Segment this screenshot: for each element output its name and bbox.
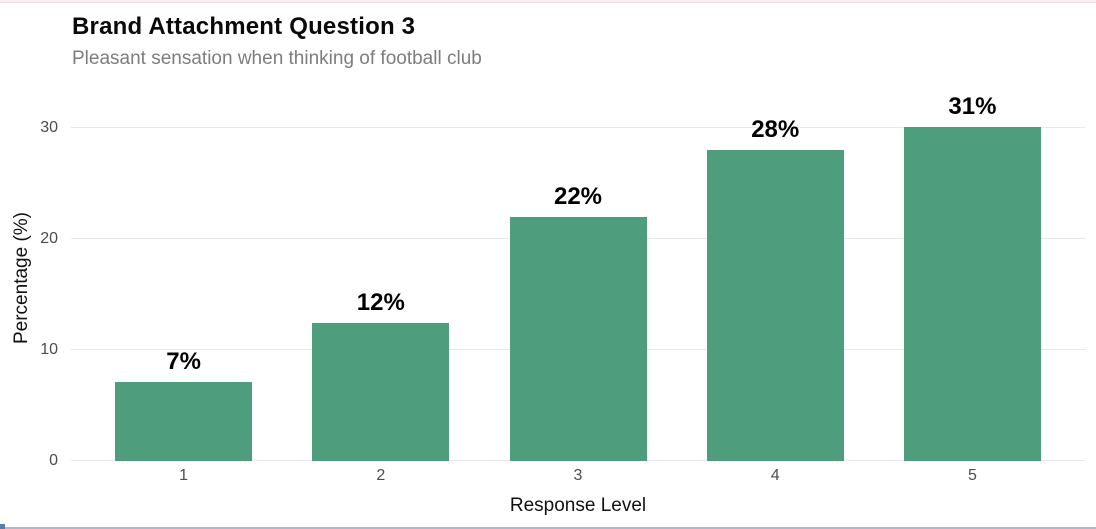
x-tick-label-3: 3 bbox=[573, 467, 583, 484]
gridline-y30 bbox=[71, 127, 1085, 128]
bar-response-4 bbox=[706, 150, 844, 461]
x-tick-label-4: 4 bbox=[770, 467, 780, 484]
bar-value-label-5: 31% bbox=[948, 93, 997, 120]
bar-slot-2: 12% bbox=[282, 95, 479, 461]
bottom-window-edge bbox=[0, 527, 1096, 529]
bar-slot-4: 28% bbox=[677, 95, 874, 461]
bar-response-5 bbox=[903, 127, 1041, 461]
bar-value-label-2: 12% bbox=[356, 289, 405, 317]
plot-area: 7% 12% 22% 28% 31% bbox=[71, 95, 1085, 461]
y-axis-tick-labels: 0 10 20 30 bbox=[0, 95, 58, 469]
bar-slot-1: 7% bbox=[85, 95, 282, 461]
x-tick-label-2: 2 bbox=[376, 467, 386, 484]
y-tick-label-10: 10 bbox=[40, 341, 58, 358]
chart-title: Brand Attachment Question 3 bbox=[72, 13, 416, 40]
x-axis-tick-labels: 1 2 3 4 5 bbox=[71, 467, 1085, 485]
y-tick-label-30: 30 bbox=[40, 119, 58, 136]
bar-response-3 bbox=[509, 216, 647, 461]
bar-response-2 bbox=[312, 323, 450, 461]
x-axis-title: Response Level bbox=[509, 495, 647, 516]
x-tick-label-1: 1 bbox=[179, 467, 189, 484]
chart-subtitle: Pleasant sensation when thinking of foot… bbox=[72, 48, 482, 69]
bar-slot-5: 31% bbox=[874, 95, 1071, 461]
bar-value-label-1: 7% bbox=[166, 348, 201, 376]
bars-row: 7% 12% 22% 28% 31% bbox=[71, 95, 1085, 461]
bar-response-1 bbox=[115, 382, 253, 461]
x-tick-label-5: 5 bbox=[967, 467, 977, 484]
y-tick-label-20: 20 bbox=[40, 230, 58, 247]
bottom-left-artifact bbox=[0, 524, 5, 529]
y-tick-label-0: 0 bbox=[49, 452, 58, 469]
bar-value-label-4: 28% bbox=[751, 116, 800, 144]
top-window-edge bbox=[0, 0, 1096, 3]
bar-slot-3: 22% bbox=[479, 95, 676, 461]
bar-value-label-3: 22% bbox=[553, 182, 603, 210]
